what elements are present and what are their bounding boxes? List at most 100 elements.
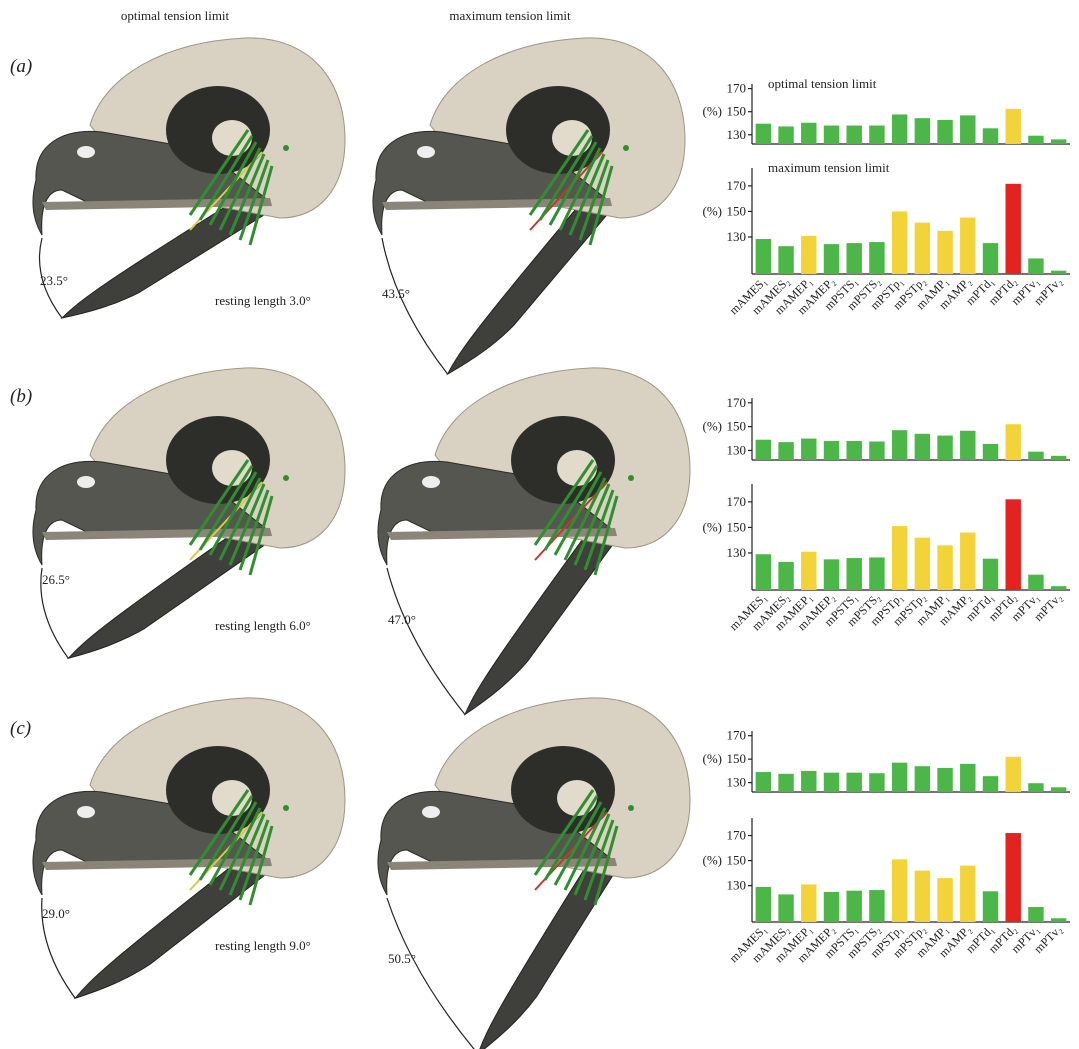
muscle (583, 819, 615, 901)
chart-title: maximum tension limit (768, 160, 890, 175)
bar (1050, 787, 1067, 792)
angle-label: 29.0° (42, 906, 70, 921)
bar (1050, 270, 1067, 274)
bar (869, 242, 885, 274)
muscle (588, 165, 614, 246)
bar (937, 230, 953, 274)
y-tick-label: 150 (727, 519, 747, 534)
bar (914, 766, 931, 792)
muscle (528, 129, 590, 216)
bar (891, 211, 908, 274)
y-tick-label: 150 (727, 751, 747, 766)
muscle (538, 135, 594, 221)
bar (1050, 455, 1067, 460)
bar (914, 433, 931, 460)
skull (32, 697, 346, 1000)
bar (846, 558, 862, 590)
y-tick-label: 130 (727, 442, 747, 457)
muscle-origin (628, 805, 634, 811)
mandible-bone (73, 849, 274, 1000)
jugal-bar (42, 198, 272, 210)
y-tick-label: 170 (727, 178, 747, 193)
muscle (248, 495, 274, 576)
bar (891, 526, 908, 590)
angle-label: 26.5° (42, 572, 70, 587)
gape-arc (40, 567, 69, 659)
bar (801, 122, 817, 144)
jugal-bar (42, 528, 272, 540)
bar (869, 890, 885, 922)
muscle (208, 801, 258, 886)
panel-label: (b) (10, 386, 32, 407)
muscle (238, 159, 270, 241)
muscle (573, 813, 611, 896)
bar (982, 891, 999, 922)
nostril (77, 806, 95, 818)
bar (960, 532, 976, 590)
bar (891, 114, 908, 144)
mandible (477, 852, 621, 1049)
muscle (568, 153, 606, 236)
gape-arc (386, 897, 475, 1049)
bar (1028, 783, 1044, 792)
bar (823, 440, 840, 460)
bar (1005, 108, 1021, 144)
mandible (73, 849, 274, 1000)
y-tick-label: 170 (727, 494, 747, 509)
skull (32, 37, 346, 319)
muscle-origin (283, 805, 289, 811)
muscle (228, 813, 266, 896)
bar (914, 222, 931, 274)
angle-label: 23.5° (40, 273, 68, 288)
bar (960, 865, 976, 922)
muscle (248, 825, 274, 906)
bar (801, 235, 817, 274)
angle-label: 43.5° (382, 286, 410, 301)
bar (846, 772, 862, 792)
muscle-origin (628, 475, 634, 481)
bar (846, 125, 862, 144)
column-title: maximum tension limit (449, 8, 571, 23)
jugal-bar (387, 858, 617, 870)
bar (937, 878, 953, 922)
muscle (543, 795, 599, 881)
muscle (188, 789, 250, 876)
muscle (533, 459, 595, 546)
bar (960, 115, 976, 144)
bar (755, 554, 772, 590)
bar (960, 763, 976, 792)
orbit-inner (557, 780, 597, 816)
y-axis-label: (%) (703, 203, 723, 218)
bar (823, 891, 840, 922)
bar (937, 767, 953, 792)
bar (755, 886, 772, 922)
bar (823, 772, 840, 792)
bar (1028, 451, 1044, 460)
skull (377, 367, 691, 716)
bar (778, 773, 794, 792)
resting-length: resting length 9.0° (215, 938, 311, 953)
bar (778, 561, 794, 590)
bar (869, 125, 885, 144)
muscle (553, 801, 603, 886)
jugal-bar (387, 528, 617, 540)
bar (982, 443, 999, 460)
bar (960, 217, 976, 274)
panel-label: (c) (10, 718, 31, 739)
bar (778, 894, 794, 922)
bar (801, 551, 817, 590)
bar (801, 770, 817, 792)
orbit-inner (212, 780, 252, 816)
bar (982, 128, 999, 144)
bar (1028, 135, 1044, 144)
orbit-inner (212, 120, 252, 156)
jugal-bar (382, 198, 612, 210)
bar (891, 430, 908, 460)
muscle (188, 129, 250, 216)
jugal-bar (42, 858, 272, 870)
bar (937, 545, 953, 590)
bar (846, 890, 862, 922)
bar (823, 125, 840, 144)
y-tick-label: 170 (727, 81, 747, 96)
nostril (77, 476, 95, 488)
